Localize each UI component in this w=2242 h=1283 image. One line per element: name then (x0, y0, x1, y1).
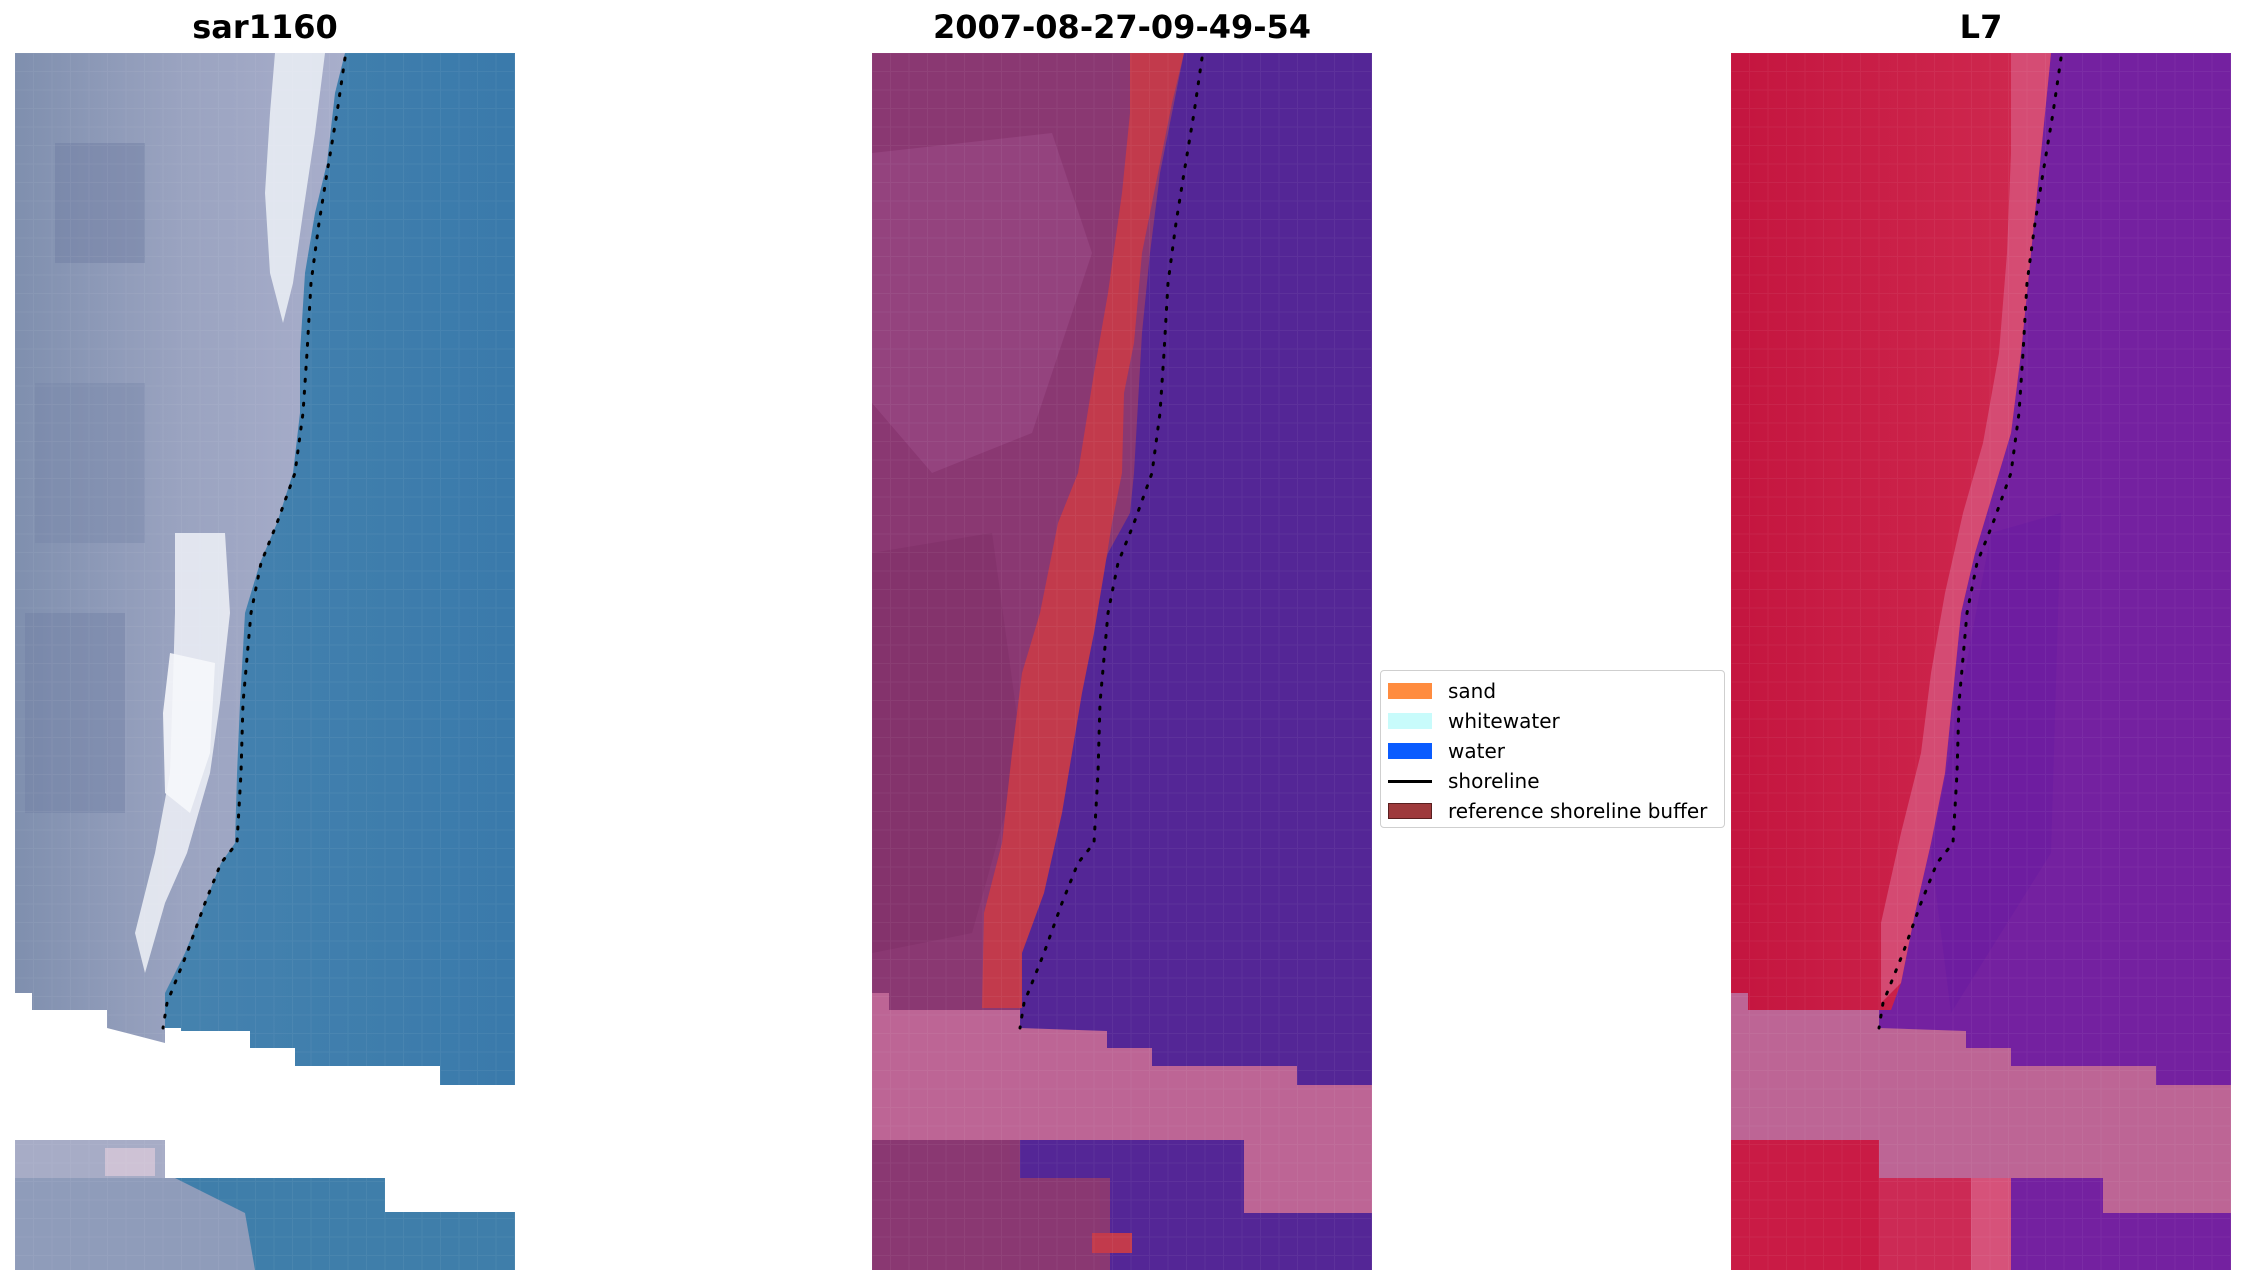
classified-image (872, 53, 1372, 1270)
shoreline-rgb (161, 56, 347, 1030)
swatch-whitewater (1388, 713, 1432, 729)
panel-title-rgb: sar1160 (192, 8, 338, 46)
legend-item-shoreline: shoreline (1388, 768, 1540, 794)
panel-title-classified: 2007-08-27-09-49-54 (932, 8, 1312, 46)
panel-title-l7: L7 (1959, 8, 2003, 46)
swatch-sand (1388, 683, 1432, 699)
legend: sand whitewater water shoreline referenc… (1380, 670, 1725, 828)
swatch-water (1388, 743, 1432, 759)
legend-item-water: water (1388, 738, 1505, 764)
legend-item-reference-buffer: reference shoreline buffer (1388, 798, 1707, 824)
shoreline-l7 (1877, 56, 2063, 1030)
swatch-shoreline (1388, 779, 1432, 783)
legend-item-whitewater: whitewater (1388, 708, 1560, 734)
rgb-image (15, 53, 515, 1270)
shoreline-classified (1018, 56, 1204, 1030)
l7-image (1731, 53, 2231, 1270)
swatch-reference-buffer (1388, 803, 1432, 819)
legend-item-sand: sand (1388, 678, 1496, 704)
